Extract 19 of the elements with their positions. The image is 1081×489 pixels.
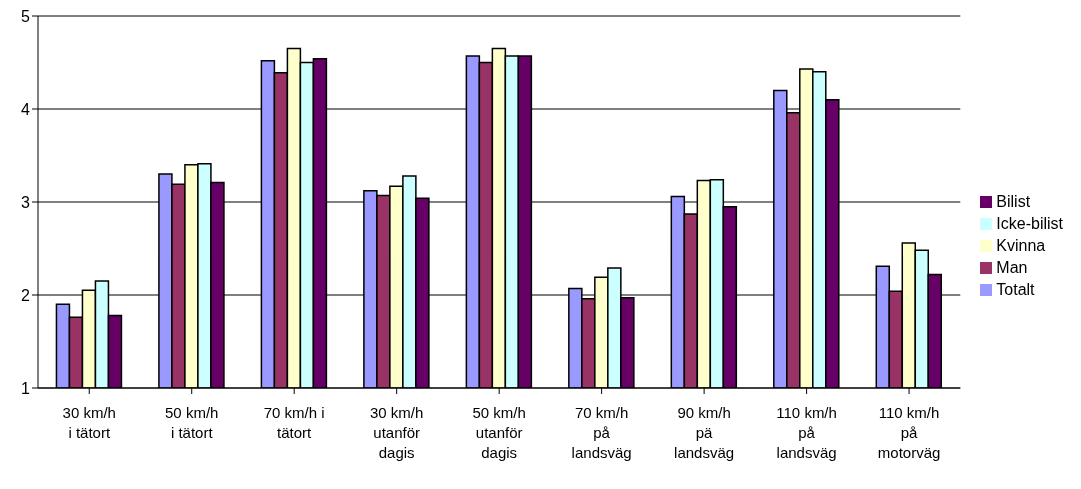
x-tick-label: 70 km/h på landsväg: [571, 404, 632, 461]
legend-label: Bilist: [996, 192, 1031, 210]
x-tick-label: 30 km/h utanför dagis: [370, 404, 424, 461]
y-tick-label: 4: [21, 100, 31, 118]
x-tick-label: 30 km/h i tätort: [62, 404, 116, 441]
y-tick-label: 1: [21, 379, 31, 397]
x-tick-label: 110 km/h på landsväg: [776, 404, 837, 461]
x-tick-label: 110 km/h på motorväg: [877, 404, 941, 461]
x-tick-label: 90 km/h pä landsväg: [674, 404, 735, 461]
x-tick-label: 50 km/h utanför dagis: [472, 404, 526, 461]
x-tick-label: 70 km/h i tätort: [263, 404, 325, 441]
y-tick-label: 3: [21, 193, 31, 211]
legend-label: Totalt: [996, 280, 1035, 298]
y-tick-label: 5: [21, 7, 31, 25]
legend-label: Icke-bilist: [996, 214, 1063, 232]
legend-label: Kvinna: [996, 236, 1046, 254]
x-tick-label: 50 km/h i tätort: [165, 404, 219, 441]
y-tick-label: 2: [21, 286, 31, 304]
legend-label: Man: [996, 258, 1028, 276]
